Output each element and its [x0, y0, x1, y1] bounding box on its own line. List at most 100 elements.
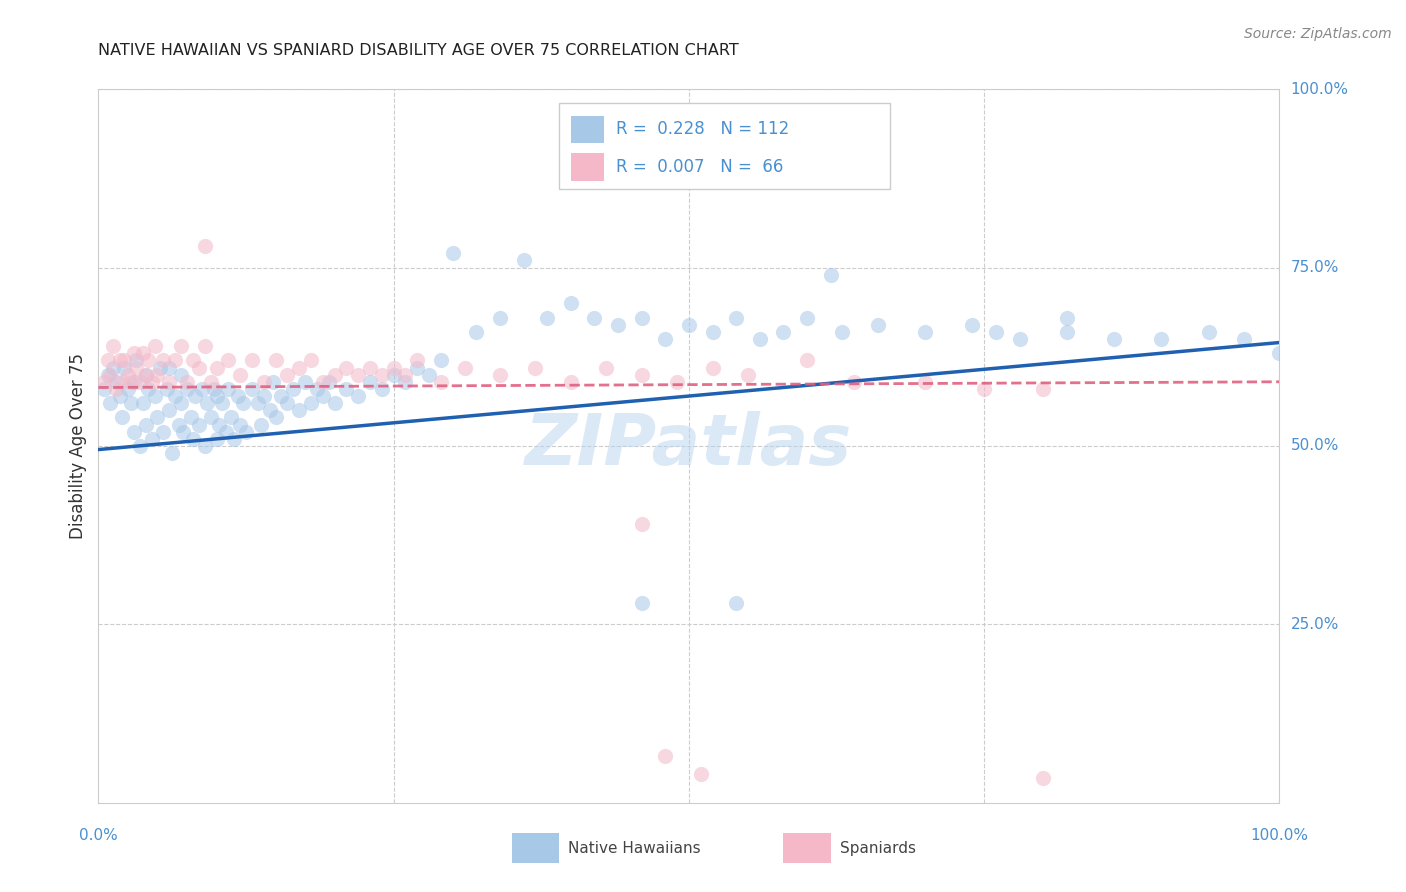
Point	[112, 360, 135, 375]
Point	[176, 375, 198, 389]
Point	[157, 403, 180, 417]
Point	[1056, 325, 1078, 339]
Point	[305, 382, 328, 396]
Point	[98, 396, 121, 410]
Point	[666, 375, 689, 389]
Point	[312, 375, 335, 389]
Point	[299, 396, 322, 410]
Point	[264, 410, 287, 425]
Point	[831, 325, 853, 339]
FancyBboxPatch shape	[571, 153, 605, 180]
Point	[181, 432, 204, 446]
Point	[914, 375, 936, 389]
Point	[820, 268, 842, 282]
Point	[240, 353, 263, 368]
Text: 100.0%: 100.0%	[1291, 82, 1348, 96]
Point	[973, 382, 995, 396]
Point	[105, 375, 128, 389]
Point	[121, 375, 143, 389]
Point	[1268, 346, 1291, 360]
Text: R =  0.228   N = 112: R = 0.228 N = 112	[616, 120, 789, 138]
Point	[141, 375, 163, 389]
Point	[595, 360, 617, 375]
Point	[1056, 310, 1078, 325]
Point	[283, 382, 305, 396]
Point	[430, 353, 453, 368]
Point	[167, 417, 190, 432]
Point	[914, 325, 936, 339]
Point	[194, 439, 217, 453]
Point	[135, 368, 157, 382]
Point	[219, 410, 242, 425]
Point	[170, 396, 193, 410]
Point	[172, 425, 194, 439]
Point	[136, 353, 159, 368]
Point	[208, 417, 231, 432]
Point	[382, 360, 405, 375]
Point	[335, 360, 357, 375]
Point	[737, 368, 759, 382]
Point	[217, 382, 239, 396]
Point	[689, 767, 711, 781]
Point	[702, 360, 724, 375]
Point	[347, 368, 370, 382]
Point	[288, 403, 311, 417]
Point	[630, 517, 652, 532]
Point	[132, 346, 155, 360]
Point	[125, 353, 148, 368]
Point	[1032, 382, 1054, 396]
Point	[146, 368, 169, 382]
Point	[259, 403, 281, 417]
Point	[122, 346, 145, 360]
Point	[323, 396, 346, 410]
Point	[299, 353, 322, 368]
FancyBboxPatch shape	[783, 833, 831, 863]
Point	[441, 246, 464, 260]
Point	[195, 396, 218, 410]
Point	[359, 360, 381, 375]
Point	[205, 432, 228, 446]
Point	[748, 332, 770, 346]
Point	[136, 382, 159, 396]
Point	[122, 425, 145, 439]
Point	[117, 382, 139, 396]
Point	[226, 389, 249, 403]
Point	[371, 382, 394, 396]
Point	[152, 425, 174, 439]
FancyBboxPatch shape	[512, 833, 560, 863]
Point	[128, 375, 150, 389]
Text: ZIPatlas: ZIPatlas	[526, 411, 852, 481]
Point	[229, 417, 252, 432]
Point	[141, 432, 163, 446]
Point	[394, 368, 416, 382]
Point	[152, 353, 174, 368]
Point	[211, 396, 233, 410]
Text: 50.0%: 50.0%	[1291, 439, 1339, 453]
Point	[250, 417, 273, 432]
Text: 100.0%: 100.0%	[1250, 828, 1309, 843]
Point	[160, 446, 183, 460]
Text: Native Hawaiians: Native Hawaiians	[568, 841, 702, 856]
Point	[235, 425, 257, 439]
Point	[984, 325, 1007, 339]
Point	[111, 375, 134, 389]
Point	[194, 239, 217, 253]
Text: R =  0.007   N =  66: R = 0.007 N = 66	[616, 158, 783, 176]
Point	[844, 375, 866, 389]
Point	[262, 375, 284, 389]
Point	[101, 339, 124, 353]
Point	[105, 382, 128, 396]
Point	[512, 253, 534, 268]
Point	[962, 318, 984, 332]
Point	[276, 396, 298, 410]
Point	[430, 375, 453, 389]
Text: 75.0%: 75.0%	[1291, 260, 1339, 275]
Point	[121, 396, 143, 410]
Point	[93, 375, 115, 389]
Point	[264, 353, 287, 368]
Point	[231, 396, 253, 410]
Point	[246, 396, 269, 410]
Point	[583, 310, 606, 325]
Point	[98, 368, 121, 382]
Point	[181, 353, 204, 368]
